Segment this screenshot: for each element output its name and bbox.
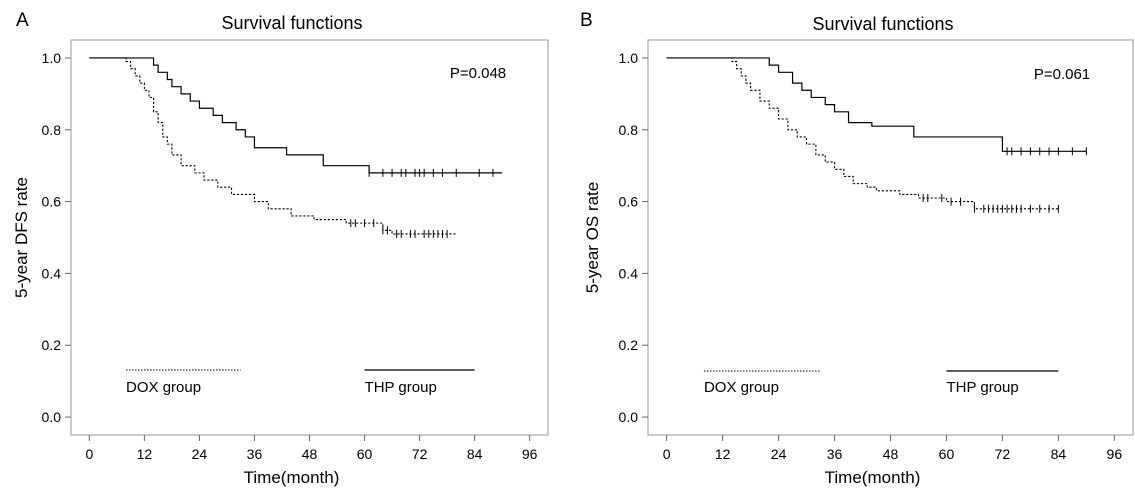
x-tick-label: 24	[771, 446, 787, 462]
chart-title: Survival functions	[812, 14, 953, 34]
survival-chart-b: B Survival functions 5-year OS rate Time(mo…	[578, 0, 1135, 488]
x-axis-label: Time(month)	[825, 468, 921, 487]
x-tick-label: 84	[467, 446, 483, 462]
survival-curve-thp	[666, 57, 1087, 152]
x-tick-label: 12	[137, 446, 153, 462]
y-axis-label: 5-year OS rate	[583, 182, 602, 294]
x-tick-label: 48	[302, 446, 318, 462]
chart-svg-b: B Survival functions 5-year OS rate Time(mo…	[580, 10, 1134, 487]
plot-frame	[70, 39, 549, 436]
x-tick-label: 0	[85, 446, 93, 462]
p-value-annotation: P=0.061	[1034, 66, 1090, 83]
legend-label-dox: DOX group	[704, 379, 779, 396]
x-tick-label: 84	[1051, 446, 1067, 462]
y-tick-label: 0.8	[619, 122, 639, 138]
y-tick-label: 0.4	[42, 265, 62, 281]
x-axis-label: Time(month)	[244, 468, 340, 487]
x-tick-label: 60	[939, 446, 955, 462]
x-tick-label: 48	[883, 446, 899, 462]
p-value-annotation: P=0.048	[450, 65, 506, 82]
survival-curve-thp	[89, 57, 503, 174]
panel-letter: B	[580, 10, 593, 31]
y-tick-label: 0.6	[619, 194, 639, 210]
y-tick-label: 1.0	[42, 50, 62, 66]
x-tick-label: 96	[1107, 446, 1123, 462]
y-tick-label: 0.6	[42, 194, 62, 210]
panel-letter: A	[16, 10, 29, 31]
y-axis-label: 5-year DFS rate	[12, 177, 31, 298]
legend-label-thp: THP group	[946, 379, 1018, 396]
chart-svg-a: A Survival functions 5-year DFS rate Time(m…	[12, 10, 549, 487]
survival-curve-dox	[89, 57, 457, 235]
y-tick-label: 0.0	[619, 409, 639, 425]
y-tick-label: 0.2	[619, 337, 639, 353]
x-tick-label: 72	[995, 446, 1011, 462]
x-tick-label: 96	[522, 446, 538, 462]
x-tick-label: 0	[663, 446, 671, 462]
chart-title: Survival functions	[221, 13, 362, 33]
x-tick-label: 36	[827, 446, 843, 462]
y-tick-label: 0.2	[42, 337, 62, 353]
x-tick-label: 24	[192, 446, 208, 462]
x-tick-label: 36	[247, 446, 263, 462]
x-tick-label: 60	[357, 446, 373, 462]
y-tick-label: 0.0	[42, 409, 62, 425]
x-tick-label: 72	[412, 446, 428, 462]
x-tick-label: 12	[715, 446, 731, 462]
y-tick-label: 1.0	[619, 50, 639, 66]
y-tick-label: 0.4	[619, 265, 639, 281]
survival-curve-dox	[666, 57, 1059, 210]
plot-frame	[647, 39, 1134, 436]
legend-label-dox: DOX group	[126, 379, 201, 396]
survival-chart-a: A Survival functions 5-year DFS rate Time(m…	[0, 0, 560, 488]
y-tick-label: 0.8	[42, 122, 62, 138]
legend-label-thp: THP group	[365, 379, 437, 396]
